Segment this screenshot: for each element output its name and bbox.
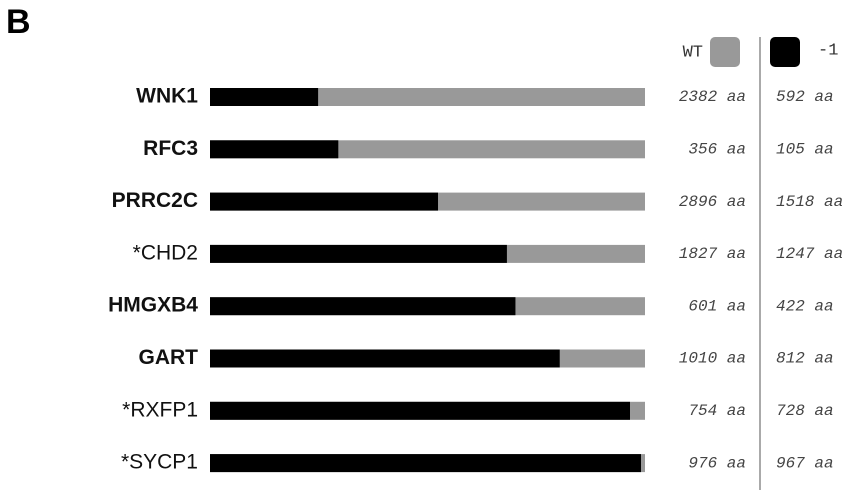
bar-minus1 bbox=[210, 401, 630, 420]
minus1-length: 728 aa bbox=[776, 402, 834, 420]
gene-label: RFC3 bbox=[143, 137, 198, 160]
wt-length: 2382 aa bbox=[679, 88, 746, 106]
bar-minus1 bbox=[210, 140, 339, 159]
legend-swatch bbox=[770, 37, 800, 67]
wt-length: 356 aa bbox=[688, 141, 746, 159]
minus1-length: 967 aa bbox=[776, 454, 834, 472]
minus1-length: 422 aa bbox=[776, 297, 834, 315]
gene-label: PRRC2C bbox=[112, 189, 198, 212]
bar-minus1 bbox=[210, 244, 507, 263]
bar-minus1 bbox=[210, 454, 641, 473]
bar-minus1 bbox=[210, 192, 439, 211]
wt-length: 754 aa bbox=[688, 402, 746, 420]
wt-length: 2896 aa bbox=[679, 193, 746, 211]
legend-label: -1 bbox=[818, 41, 838, 60]
bar-wt bbox=[210, 88, 645, 106]
minus1-length: 1247 aa bbox=[776, 245, 843, 263]
minus1-length: 812 aa bbox=[776, 350, 834, 368]
wt-length: 601 aa bbox=[688, 297, 746, 315]
wt-length: 976 aa bbox=[688, 454, 746, 472]
legend-label: WT bbox=[683, 43, 703, 62]
wt-length: 1827 aa bbox=[679, 245, 746, 263]
legend-swatch bbox=[710, 37, 740, 67]
gene-label: GART bbox=[139, 346, 199, 369]
bar-minus1 bbox=[210, 88, 319, 106]
bar-minus1 bbox=[210, 297, 516, 316]
gene-label: WNK1 bbox=[136, 85, 198, 108]
minus1-length: 1518 aa bbox=[776, 193, 843, 211]
minus1-length: 592 aa bbox=[776, 88, 834, 106]
gene-label: *SYCP1 bbox=[121, 451, 198, 474]
gene-label: HMGXB4 bbox=[108, 294, 198, 317]
wt-length: 1010 aa bbox=[679, 350, 746, 368]
minus1-length: 105 aa bbox=[776, 141, 834, 159]
bar-minus1 bbox=[210, 349, 560, 368]
panel-label: B bbox=[6, 3, 31, 41]
gene-label: *RXFP1 bbox=[122, 398, 198, 421]
gene-label: *CHD2 bbox=[133, 241, 198, 264]
